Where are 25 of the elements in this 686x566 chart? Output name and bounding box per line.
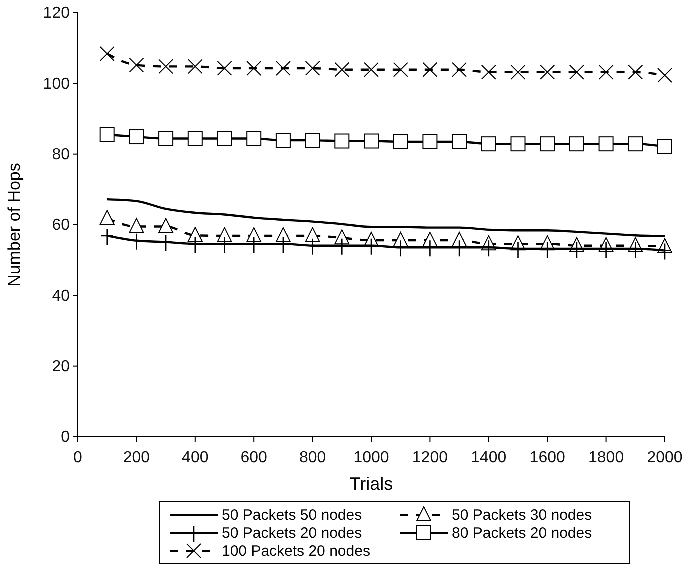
x-tick-label: 1800 [588,450,624,467]
x-tick-label: 600 [240,450,268,467]
legend-label: 50 Packets 50 nodes [222,507,362,524]
x-tick-label: 1400 [471,450,507,467]
y-tick-label: 100 [43,76,70,93]
legend-label: 50 Packets 20 nodes [222,525,362,542]
legend-label: 100 Packets 20 nodes [222,543,370,560]
x-tick-label: 0 [74,450,83,467]
x-tick-label: 200 [123,450,150,467]
x-tick-label: 800 [299,450,326,467]
legend-label: 80 Packets 20 nodes [452,525,592,542]
x-tick-label: 1200 [412,450,448,467]
x-tick-label: 1000 [354,450,390,467]
legend-label: 50 Packets 30 nodes [452,507,592,524]
y-tick-label: 20 [52,358,70,376]
x-tick-label: 1600 [530,450,566,467]
y-axis-title: Number of Hops [5,163,24,287]
y-tick-label: 120 [43,5,70,22]
x-tick-label: 2000 [647,450,683,467]
x-tick-label: 400 [182,450,209,467]
y-tick-label: 80 [52,146,70,164]
y-tick-label: 0 [61,429,70,446]
x-axis-title: Trials [350,474,394,494]
y-tick-label: 60 [52,217,70,234]
y-tick-label: 40 [52,288,70,305]
